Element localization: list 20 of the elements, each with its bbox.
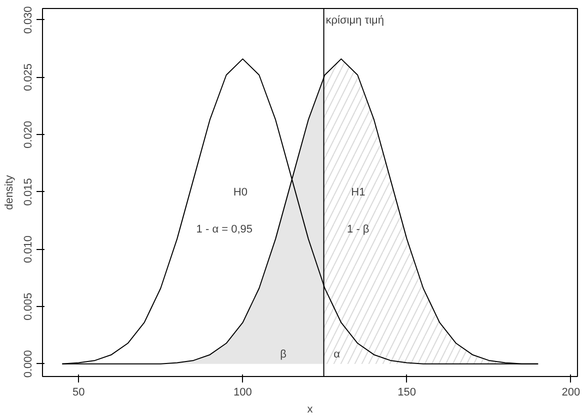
x-tick-label: 150 <box>398 386 416 398</box>
y-tick-label: 0.000 <box>22 350 34 378</box>
annotation: H0 <box>233 186 248 198</box>
y-tick-label: 0.025 <box>22 64 34 92</box>
y-tick-label: 0.020 <box>22 120 34 148</box>
annotation: 1 - α = 0,95 <box>196 223 253 236</box>
x-tick-label: 100 <box>234 386 252 398</box>
ref-line-label: κρίσιμη τιμή <box>326 14 384 26</box>
annotation: α <box>334 348 341 360</box>
annotation: 1 - β <box>347 223 370 236</box>
annotation: H1 <box>351 186 366 198</box>
x-tick-label: 50 <box>72 386 85 398</box>
annotation: β <box>280 348 286 360</box>
x-axis-title: x <box>307 404 314 416</box>
y-axis-title: density <box>4 174 16 210</box>
y-tick-label: 0.015 <box>22 178 34 206</box>
y-tick-label: 0.010 <box>22 235 34 264</box>
x-tick-label: 200 <box>562 386 580 398</box>
y-tick-label: 0.005 <box>22 292 34 320</box>
y-tick-label: 0.030 <box>22 6 34 34</box>
